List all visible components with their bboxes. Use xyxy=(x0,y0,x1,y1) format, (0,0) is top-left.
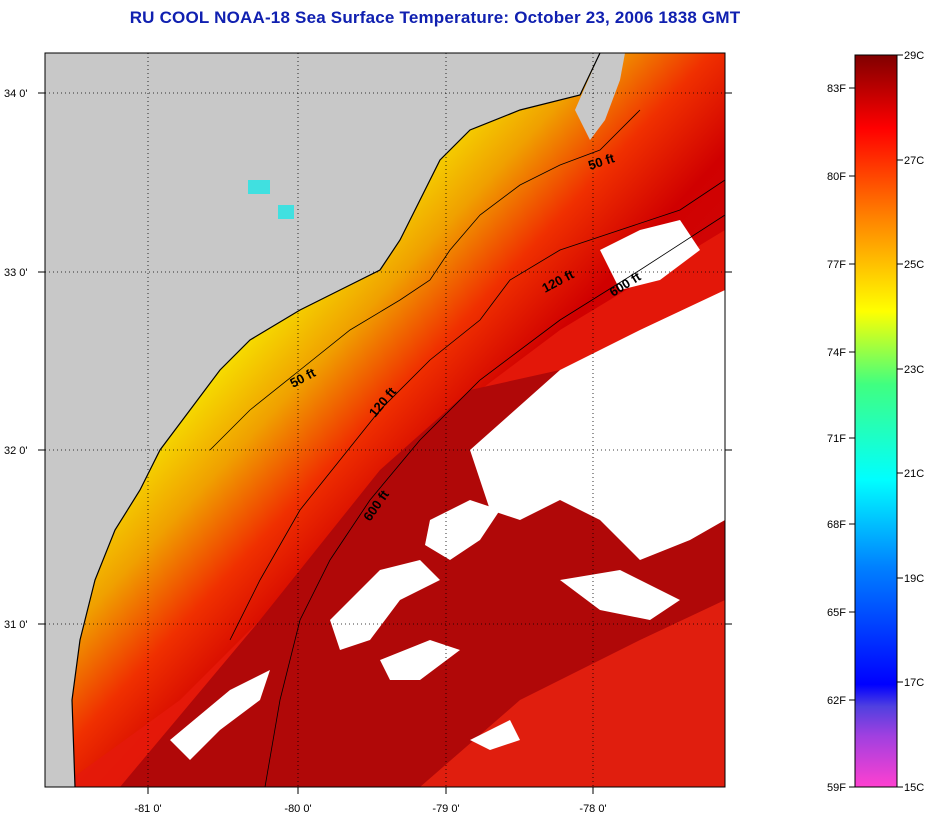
isobath-120ft xyxy=(229,179,725,641)
lon-label-79: -79 0' xyxy=(432,803,459,815)
inland-lake-2 xyxy=(278,205,294,219)
colorbar-f-label: 62F xyxy=(827,695,846,707)
coastline xyxy=(71,53,601,787)
colorbar-f-label: 59F xyxy=(827,782,846,794)
colorbar-f-label: 68F xyxy=(827,519,846,531)
colorbar-f-label: 77F xyxy=(827,259,846,271)
graticule xyxy=(45,53,725,787)
land-area xyxy=(45,53,600,787)
isobath-600ft xyxy=(264,214,725,787)
inland-lake xyxy=(248,180,270,194)
lon-label-80: -80 0' xyxy=(284,803,311,815)
colorbar-f-label: 80F xyxy=(827,171,846,183)
colorbar-c-label: 17C xyxy=(904,677,924,689)
lat-label-34: 34 0' xyxy=(4,88,28,100)
lat-label-31: 31 0' xyxy=(4,619,28,631)
colorbar-f-label: 65F xyxy=(827,607,846,619)
isobath-50ft xyxy=(209,109,641,451)
colorbar-c-label: 27C xyxy=(904,155,924,167)
colorbar-gradient xyxy=(854,54,898,788)
cape-land xyxy=(575,53,625,140)
colorbar-c-label: 19C xyxy=(904,573,924,585)
lat-label-32: 32 0' xyxy=(4,445,28,457)
colorbar-c-label: 29C xyxy=(904,50,924,62)
lon-label-81: -81 0' xyxy=(134,803,161,815)
colorbar-c-label: 25C xyxy=(904,259,924,271)
latitude-axis: 34 0' 33 0' 32 0' 31 0' xyxy=(4,88,732,631)
colorbar-f-label: 71F xyxy=(827,433,846,445)
colorbar-c-label: 23C xyxy=(904,364,924,376)
longitude-axis: -81 0' -80 0' -79 0' -78 0' xyxy=(134,787,607,815)
colorbar-c-label: 21C xyxy=(904,468,924,480)
map-panel xyxy=(45,53,725,787)
map-title: RU COOL NOAA-18 Sea Surface Temperature:… xyxy=(129,8,741,27)
lat-label-33: 33 0' xyxy=(4,267,28,279)
colorbar: 83F 80F 77F 74F 71F 68F 65F 62F 59F 29C … xyxy=(827,50,924,794)
colorbar-f-label: 83F xyxy=(827,83,846,95)
cloud-mask xyxy=(170,220,725,760)
colorbar-c-label: 15C xyxy=(904,782,924,794)
lon-label-78: -78 0' xyxy=(579,803,606,815)
map-frame xyxy=(44,52,726,788)
colorbar-f-label: 74F xyxy=(827,347,846,359)
